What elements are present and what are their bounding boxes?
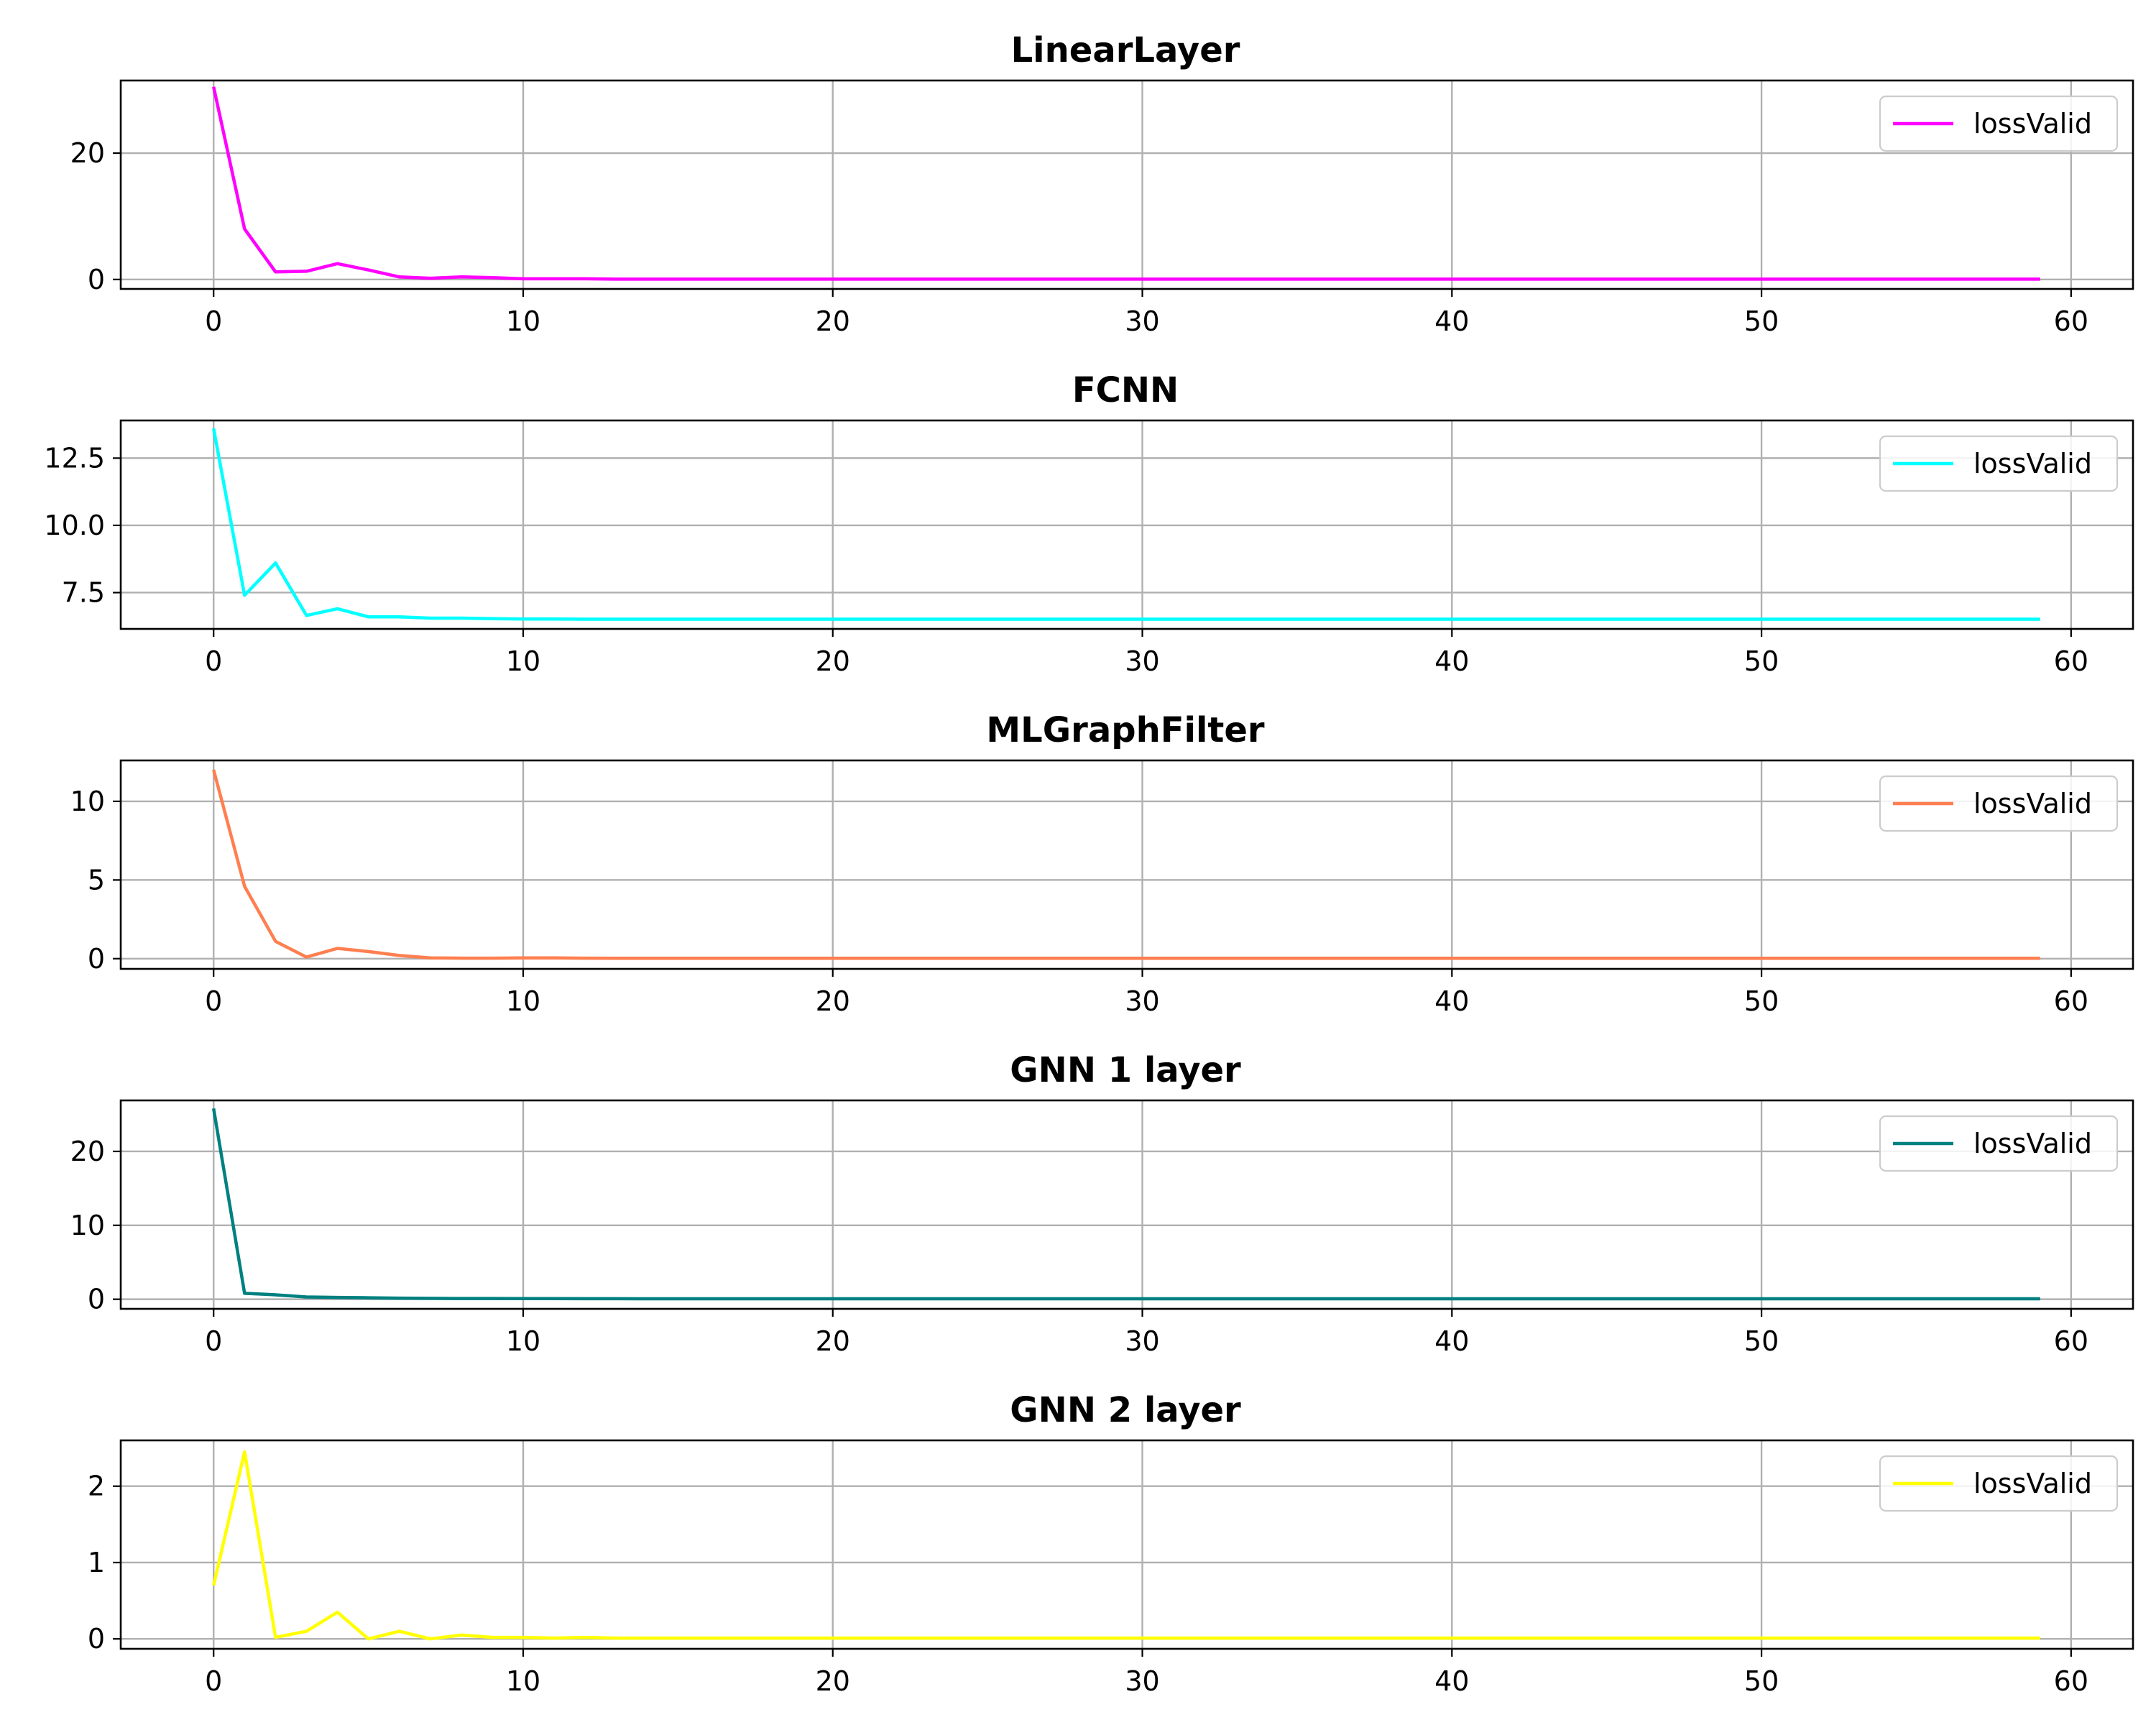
x-tick-label: 60 xyxy=(2054,985,2088,1017)
x-tick-label: 20 xyxy=(816,305,850,337)
axes-frame xyxy=(119,759,2134,970)
legend-label: lossValid xyxy=(1973,448,2092,479)
x-tick-label: 40 xyxy=(1434,305,1469,337)
x-tick-label: 60 xyxy=(2054,305,2088,337)
x-tick-label: 60 xyxy=(2054,1665,2088,1697)
legend: lossValid xyxy=(1879,775,2119,832)
legend-label: lossValid xyxy=(1973,788,2092,819)
y-tick-label: 20 xyxy=(70,137,105,169)
y-tick-label: 0 xyxy=(88,943,105,975)
x-tick-label: 50 xyxy=(1744,1665,1779,1697)
subplot-title: GNN 2 layer xyxy=(1010,1390,1241,1430)
y-tick-label: 20 xyxy=(70,1136,105,1167)
x-tick-label: 60 xyxy=(2054,645,2088,677)
x-tick-label: 60 xyxy=(2054,1325,2088,1357)
series-line-lossValid xyxy=(212,1450,2040,1641)
x-tick-label: 50 xyxy=(1744,645,1779,677)
series-line-lossValid xyxy=(212,769,2040,960)
legend: lossValid xyxy=(1879,1455,2119,1512)
legend-label: lossValid xyxy=(1973,108,2092,139)
x-tick-label: 50 xyxy=(1744,985,1779,1017)
y-tick-label: 10 xyxy=(70,1210,105,1241)
x-tick-label: 10 xyxy=(506,645,540,677)
x-tick-label: 30 xyxy=(1125,645,1159,677)
subplot-4: 0 10 20 30 40 50 60 0 10 20 GNN 1 layer lossValid xyxy=(70,1050,2134,1357)
subplot-title: MLGraphFilter xyxy=(986,710,1265,750)
legend: lossValid xyxy=(1879,95,2119,152)
legend-box xyxy=(1879,95,2119,152)
x-tick-label: 0 xyxy=(205,1325,222,1357)
x-tick-label: 30 xyxy=(1125,1665,1159,1697)
y-tick-label: 1 xyxy=(88,1547,105,1578)
x-tick-label: 20 xyxy=(816,985,850,1017)
x-tick-label: 40 xyxy=(1434,645,1469,677)
y-tick-label: 2 xyxy=(88,1471,105,1502)
x-tick-label: 0 xyxy=(205,985,222,1017)
legend: lossValid xyxy=(1879,1115,2119,1172)
subplot-title: GNN 1 layer xyxy=(1010,1050,1241,1090)
x-tick-label: 20 xyxy=(816,1665,850,1697)
y-tick-label: 0 xyxy=(88,264,105,295)
x-tick-label: 30 xyxy=(1125,305,1159,337)
series-line-lossValid xyxy=(211,1108,2040,1301)
x-tick-label: 30 xyxy=(1125,1325,1159,1357)
subplot-5: 0 10 20 30 40 50 60 0 1 2 GNN 2 layer lossValid xyxy=(88,1390,2134,1697)
x-tick-label: 30 xyxy=(1125,985,1159,1017)
subplot-title: LinearLayer xyxy=(1011,30,1240,70)
x-tick-label: 0 xyxy=(205,305,222,337)
x-tick-label: 0 xyxy=(205,1665,222,1697)
x-tick-label: 40 xyxy=(1434,985,1469,1017)
series-line-lossValid xyxy=(212,86,2040,281)
axes-frame xyxy=(119,1439,2134,1650)
subplot-1: 0 10 20 30 40 50 60 0 20 LinearLayer lossValid xyxy=(70,30,2134,337)
y-tick-label: 7.5 xyxy=(62,576,105,608)
x-tick-label: 50 xyxy=(1744,1325,1779,1357)
y-tick-label: 10.0 xyxy=(44,510,105,541)
axes-frame xyxy=(119,1099,2134,1310)
x-tick-label: 10 xyxy=(506,1325,540,1357)
y-tick-label: 0 xyxy=(88,1284,105,1315)
x-tick-label: 20 xyxy=(816,645,850,677)
series-line-lossValid xyxy=(211,428,2040,621)
legend-label: lossValid xyxy=(1973,1128,2092,1159)
y-tick-label: 12.5 xyxy=(44,442,105,474)
subplot-title: FCNN xyxy=(1072,370,1179,410)
y-tick-label: 5 xyxy=(88,864,105,896)
subplot-3: 0 10 20 30 40 50 60 0 5 10 MLGraphFilter lossValid xyxy=(70,710,2134,1017)
x-tick-label: 20 xyxy=(816,1325,850,1357)
legend-box xyxy=(1879,1115,2119,1172)
axes-frame xyxy=(119,79,2134,290)
legend: lossValid xyxy=(1879,435,2119,492)
x-tick-label: 40 xyxy=(1434,1665,1469,1697)
x-tick-label: 10 xyxy=(506,305,540,337)
x-tick-label: 40 xyxy=(1434,1325,1469,1357)
legend-label: lossValid xyxy=(1973,1468,2092,1499)
legend-box xyxy=(1879,435,2119,492)
y-tick-label: 10 xyxy=(70,786,105,817)
x-tick-label: 0 xyxy=(205,645,222,677)
y-tick-label: 0 xyxy=(88,1623,105,1655)
x-tick-label: 50 xyxy=(1744,305,1779,337)
legend-box xyxy=(1879,1455,2119,1512)
subplot-2: 0 10 20 30 40 50 60 7.5 10.0 12.5 FCNN lossValid xyxy=(44,370,2134,677)
legend-box xyxy=(1879,775,2119,832)
x-tick-label: 10 xyxy=(506,985,540,1017)
x-tick-label: 10 xyxy=(506,1665,540,1697)
